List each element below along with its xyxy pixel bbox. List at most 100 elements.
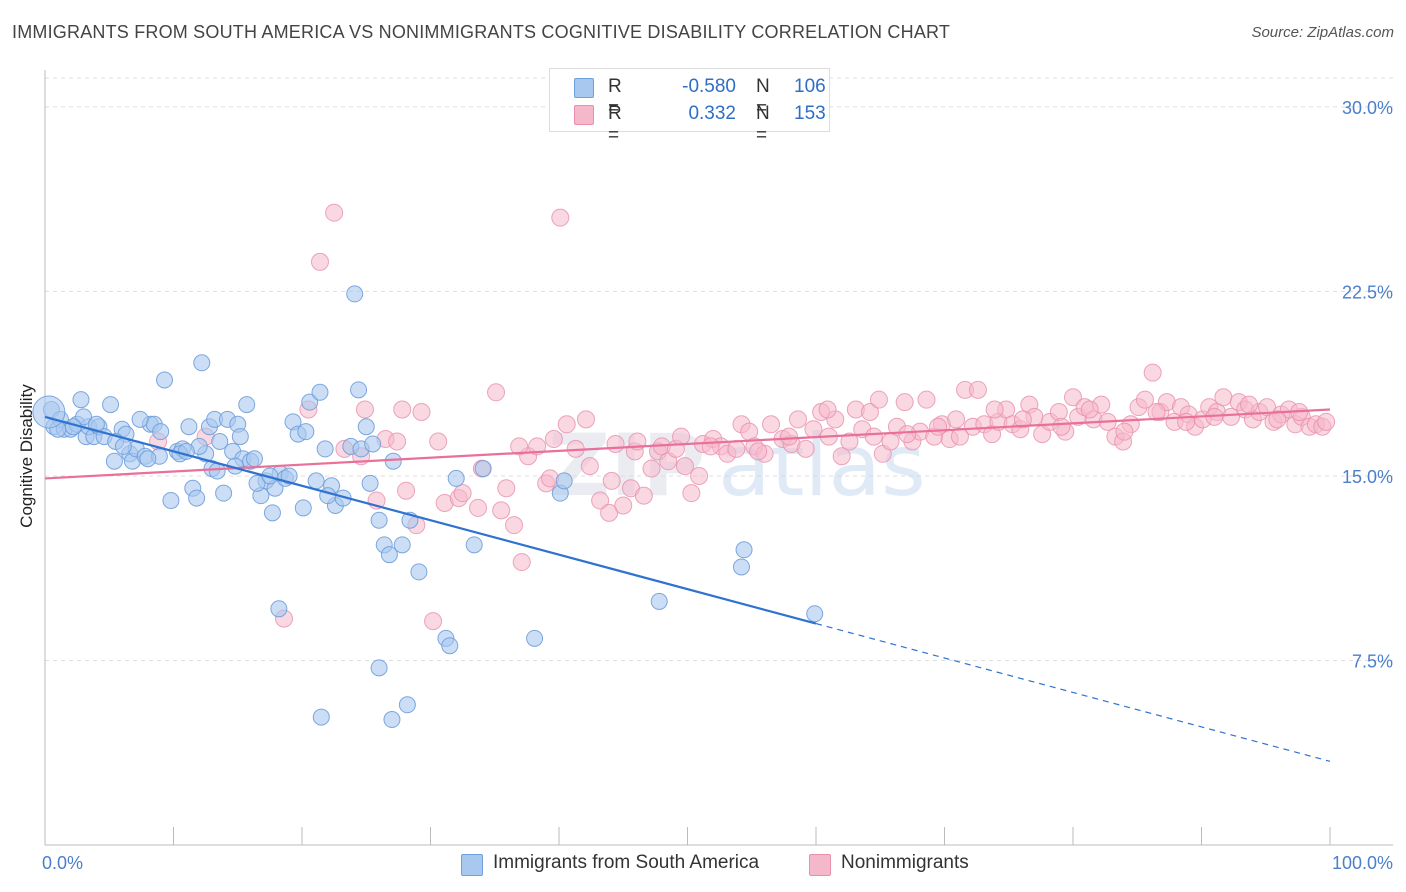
data-point-nonimmigrants <box>614 496 633 515</box>
data-point-nonimmigrants <box>1013 410 1032 429</box>
grid-lines <box>45 77 1393 661</box>
data-point-nonimmigrants <box>789 410 808 429</box>
data-point-nonimmigrants <box>682 484 701 503</box>
data-point-nonimmigrants <box>388 432 407 451</box>
data-point-immigrants <box>364 435 382 453</box>
data-point-nonimmigrants <box>528 437 547 456</box>
data-point-nonimmigrants <box>453 484 472 503</box>
chart-title: IMMIGRANTS FROM SOUTH AMERICA VS NONIMMI… <box>12 22 951 42</box>
data-point-immigrants <box>398 696 416 714</box>
data-point-nonimmigrants <box>591 491 610 510</box>
correlation-legend: R = -0.580 N = 106 R = 0.332 N = 153 <box>549 68 830 146</box>
data-point-immigrants <box>72 391 90 409</box>
data-point-nonimmigrants <box>1214 388 1233 407</box>
data-point-nonimmigrants <box>947 410 966 429</box>
data-point-nonimmigrants <box>642 459 661 478</box>
data-point-nonimmigrants <box>355 400 374 419</box>
data-point-nonimmigrants <box>1115 422 1134 441</box>
data-point-immigrants <box>319 487 337 505</box>
data-point-nonimmigrants <box>544 430 563 449</box>
data-point-immigrants <box>294 499 312 517</box>
data-point-immigrants <box>114 437 132 455</box>
data-point-immigrants <box>307 472 325 490</box>
data-point-nonimmigrants <box>510 437 529 456</box>
data-point-immigrants <box>231 428 249 446</box>
data-point-nonimmigrants <box>393 400 412 419</box>
data-point-nonimmigrants <box>505 516 524 535</box>
legend-r-label: R = <box>608 76 622 119</box>
data-point-nonimmigrants <box>780 427 799 446</box>
data-point-nonimmigrants <box>1080 400 1099 419</box>
data-point-immigrants <box>301 393 319 411</box>
data-point-immigrants <box>139 450 157 468</box>
data-point-nonimmigrants <box>602 471 621 490</box>
data-point-nonimmigrants <box>1147 402 1166 421</box>
legend-r-label: R = <box>608 103 622 146</box>
data-point-nonimmigrants <box>512 553 531 572</box>
data-point-nonimmigrants <box>895 393 914 412</box>
data-point-immigrants <box>735 541 753 559</box>
data-point-nonimmigrants <box>497 479 516 498</box>
bottom-legend-swatch-pink <box>809 854 831 876</box>
data-point-immigrants <box>270 600 288 618</box>
data-point-immigrants <box>447 469 465 487</box>
data-point-immigrants <box>361 474 379 492</box>
bottom-legend-swatch-blue <box>461 854 483 876</box>
legend-swatch-pink <box>574 105 594 125</box>
data-point-immigrants <box>370 511 388 529</box>
data-point-nonimmigrants <box>701 437 720 456</box>
data-point-immigrants <box>215 484 233 502</box>
data-point-nonimmigrants <box>576 410 595 429</box>
data-point-nonimmigrants <box>1268 410 1287 429</box>
data-point-nonimmigrants <box>634 486 653 505</box>
data-point-nonimmigrants <box>1240 395 1259 414</box>
data-point-immigrants <box>102 396 120 414</box>
y-tick-label: 15.0% <box>1342 467 1393 487</box>
data-point-nonimmigrants <box>860 402 879 421</box>
legend-r-value: -0.580 <box>682 76 736 97</box>
legend-r-value: 0.332 <box>688 103 736 124</box>
data-point-immigrants <box>526 629 544 647</box>
data-point-nonimmigrants <box>606 434 625 453</box>
data-point-nonimmigrants <box>985 400 1004 419</box>
data-point-immigrants <box>465 536 483 554</box>
data-point-nonimmigrants <box>818 400 837 419</box>
data-point-immigrants <box>211 433 229 451</box>
data-point-immigrants <box>393 536 411 554</box>
data-point-immigrants <box>370 659 388 677</box>
bottom-legend-label: Nonimmigrants <box>841 852 969 873</box>
data-point-immigrants <box>346 285 364 303</box>
data-point-nonimmigrants <box>929 417 948 436</box>
data-point-nonimmigrants <box>968 380 987 399</box>
data-point-immigrants <box>441 637 459 655</box>
data-point-nonimmigrants <box>917 390 936 409</box>
data-point-immigrants <box>162 492 180 510</box>
nonimmigrants-points <box>149 203 1336 631</box>
y-tick-label: 22.5% <box>1342 282 1393 302</box>
y-tick-label: 30.0% <box>1342 98 1393 118</box>
data-point-nonimmigrants <box>690 466 709 485</box>
data-point-nonimmigrants <box>1143 363 1162 382</box>
data-point-nonimmigrants <box>310 252 329 271</box>
data-point-nonimmigrants <box>487 383 506 402</box>
data-point-immigrants <box>32 395 66 429</box>
y-tick-label: 7.5% <box>1352 651 1393 671</box>
data-point-nonimmigrants <box>557 415 576 434</box>
data-point-nonimmigrants <box>796 439 815 458</box>
data-point-immigrants <box>311 383 329 401</box>
data-point-immigrants <box>180 418 198 436</box>
data-point-immigrants <box>650 592 668 610</box>
data-point-immigrants <box>248 474 266 492</box>
data-point-immigrants <box>131 410 149 428</box>
data-point-nonimmigrants <box>832 447 851 466</box>
data-point-immigrants <box>410 563 428 581</box>
data-point-nonimmigrants <box>580 457 599 476</box>
data-point-immigrants <box>350 381 368 399</box>
data-point-immigrants <box>263 504 281 522</box>
data-point-nonimmigrants <box>1049 402 1068 421</box>
data-point-immigrants <box>732 558 750 576</box>
data-point-immigrants <box>193 354 211 372</box>
data-point-nonimmigrants <box>898 425 917 444</box>
data-point-nonimmigrants <box>412 402 431 421</box>
